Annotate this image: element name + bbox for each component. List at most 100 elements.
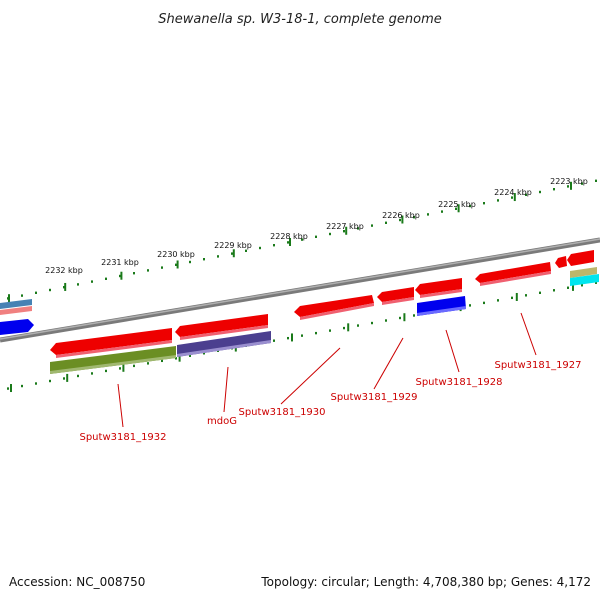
- gene-label-1928[interactable]: Sputw3181_1928: [415, 377, 502, 388]
- gene-feature-right-red[interactable]: [567, 250, 594, 266]
- accession-text: Accession: NC_008750: [9, 575, 145, 589]
- leader-line-1929: [373, 337, 404, 390]
- gene-label-1927[interactable]: Sputw3181_1927: [494, 360, 581, 371]
- gene-feature-1928-red[interactable]: [415, 278, 462, 295]
- outer-scale-dot: [567, 185, 569, 188]
- gene-feature-1927-red[interactable]: [475, 262, 551, 283]
- inner-scale-dot: [77, 374, 79, 378]
- outer-scale-dot: [189, 260, 191, 264]
- outer-scale-dot: [203, 258, 205, 261]
- gene-feature-right-small-red[interactable]: [555, 256, 567, 268]
- outer-scale-dot: [455, 207, 457, 210]
- gene-label-mdoG[interactable]: mdoG: [207, 416, 237, 427]
- gene-feature-1928-blue[interactable]: [417, 296, 466, 316]
- outer-scale-dot: [105, 277, 107, 280]
- gene-label-1929[interactable]: Sputw3181_1929: [330, 392, 417, 403]
- inner-scale-dot: [385, 319, 387, 322]
- gene-feature-1927-red-shadow: [480, 271, 551, 286]
- gene-feature-1930-red[interactable]: [294, 295, 374, 317]
- inner-scale-ticks: [10, 282, 574, 393]
- inner-scale-dot: [483, 301, 485, 305]
- gene-feature-mdoG-red[interactable]: [175, 314, 268, 337]
- inner-scale-dot: [315, 331, 317, 335]
- inner-scale-dot: [567, 286, 569, 289]
- inner-scale-track: [7, 281, 597, 393]
- outer-scale-dot: [273, 244, 275, 247]
- inner-scale-dot: [399, 316, 401, 320]
- inner-scale-dot: [469, 304, 471, 307]
- inner-scale-dot: [119, 367, 121, 370]
- kbp-label-2223: 2223 kbp: [550, 177, 588, 186]
- inner-scale-dot: [175, 357, 177, 360]
- outer-scale-dot: [329, 232, 331, 236]
- leader-line-1928: [445, 329, 460, 373]
- outer-scale-dot: [133, 272, 135, 275]
- leader-line-1930: [280, 347, 341, 405]
- inner-scale-dot: [105, 369, 107, 373]
- inner-scale-dot: [553, 289, 555, 292]
- outer-scale-dot: [511, 196, 513, 199]
- inner-scale-dot: [581, 284, 583, 287]
- outer-scale-dot: [343, 230, 345, 233]
- gene-feature-edge-blue[interactable]: [0, 319, 34, 335]
- outer-scale-dot: [469, 204, 471, 208]
- outer-scale-dot: [245, 249, 247, 252]
- leader-line-1932: [117, 383, 124, 428]
- inner-scale-dot: [147, 362, 149, 365]
- inner-scale-dot: [539, 291, 541, 294]
- gene-features: [0, 250, 599, 374]
- gene-feature-1932-olive-shadow: [50, 355, 176, 374]
- gene-feature-edge-pink[interactable]: [0, 306, 32, 315]
- kbp-label-2231: 2231 kbp: [101, 258, 139, 267]
- outer-scale-dot: [581, 182, 583, 185]
- kbp-label-2229: 2229 kbp: [214, 241, 252, 250]
- gene-feature-1929-red-shadow: [382, 297, 414, 305]
- inner-scale-dot: [371, 321, 373, 325]
- inner-scale-dot: [49, 379, 51, 383]
- gene-feature-edge-steelblue[interactable]: [0, 299, 32, 309]
- inner-scale-dot: [133, 364, 135, 368]
- outer-scale-dot: [21, 294, 23, 297]
- gene-feature-1929-red[interactable]: [377, 287, 414, 302]
- gene-feature-mdoG-purple-shadow: [177, 340, 271, 357]
- outer-scale-dot: [161, 266, 163, 269]
- gene-feature-right-khaki[interactable]: [570, 267, 597, 278]
- outer-scale-dot: [483, 202, 485, 205]
- inner-scale-dot: [511, 296, 513, 300]
- outer-scale-dot: [217, 255, 219, 258]
- gene-labels: Sputw3181_1927 Sputw3181_1928 Sputw3181_…: [79, 360, 581, 443]
- inner-scale-dot: [287, 336, 289, 340]
- outer-scale-dot: [371, 224, 373, 227]
- outer-scale-dot: [91, 280, 93, 283]
- outer-scale-dot: [497, 199, 499, 202]
- outer-scale-track: 2223 kbp 2224 kbp 2225 kbp 2226 kbp 2227…: [7, 177, 597, 303]
- outer-scale-dot: [119, 274, 121, 278]
- gene-label-1932[interactable]: Sputw3181_1932: [79, 432, 166, 443]
- outer-scale-dot: [441, 210, 443, 213]
- kbp-label-2224: 2224 kbp: [494, 188, 532, 197]
- outer-scale-dot: [175, 263, 177, 266]
- gene-label-1930[interactable]: Sputw3181_1930: [238, 407, 325, 418]
- outer-scale-dot: [63, 286, 65, 289]
- kbp-label-2225: 2225 kbp: [438, 200, 476, 209]
- inner-scale-dot: [525, 294, 527, 297]
- outer-scale-dot: [525, 193, 527, 196]
- inner-scale-dot: [343, 326, 345, 330]
- leader-line-mdoG: [223, 366, 229, 413]
- gene-feature-1932-red[interactable]: [50, 328, 172, 355]
- inner-scale-dot: [91, 372, 93, 375]
- outer-scale-ticks: [8, 181, 572, 303]
- outer-scale-dot: [49, 288, 51, 292]
- inner-scale-dot: [63, 377, 65, 380]
- kbp-labels: 2223 kbp 2224 kbp 2225 kbp 2226 kbp 2227…: [45, 177, 588, 275]
- outer-scale-dot: [427, 213, 429, 216]
- inner-scale-dot: [273, 339, 275, 342]
- gene-feature-1928-red-shadow: [420, 289, 462, 298]
- gene-feature-right-cyan[interactable]: [570, 274, 599, 286]
- inner-scale-dot: [357, 324, 359, 327]
- outer-scale-dot: [553, 188, 555, 191]
- outer-scale-dot: [399, 218, 401, 222]
- inner-scale-dot: [7, 387, 9, 390]
- outer-scale-dot: [385, 221, 387, 224]
